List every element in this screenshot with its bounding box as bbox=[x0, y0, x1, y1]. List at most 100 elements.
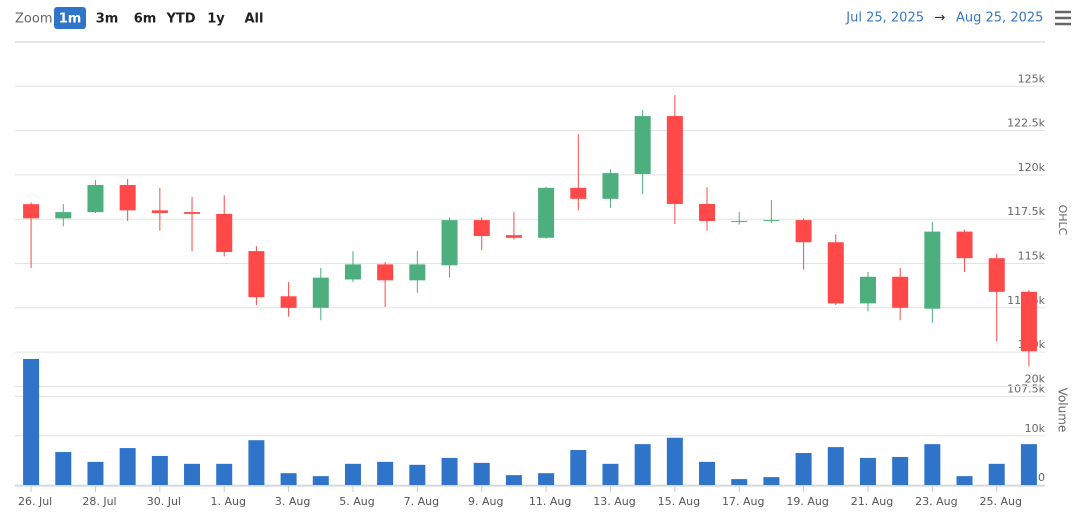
volume-bar bbox=[859, 457, 876, 485]
volume-bar bbox=[55, 452, 72, 485]
volume-bar bbox=[634, 444, 651, 485]
volume-bar bbox=[151, 455, 168, 485]
volume-bar bbox=[988, 463, 1005, 485]
volume-bar bbox=[1020, 444, 1037, 485]
volume-bar bbox=[312, 476, 329, 485]
zoom-button[interactable]: 1m bbox=[59, 12, 82, 27]
candle-body bbox=[988, 258, 1005, 292]
volume-bar bbox=[505, 475, 522, 485]
candle-body bbox=[859, 276, 876, 304]
y-tick-label: 120k bbox=[1018, 161, 1046, 174]
candle-body bbox=[23, 204, 40, 219]
candle-body bbox=[699, 203, 716, 221]
candle-body bbox=[344, 264, 361, 280]
zoom-button[interactable]: 1y bbox=[207, 12, 225, 27]
volume-bar bbox=[216, 463, 233, 485]
candle-body bbox=[956, 231, 973, 259]
volume-bar bbox=[827, 447, 844, 485]
candle-body bbox=[602, 173, 619, 199]
candle-body bbox=[505, 235, 522, 238]
volume-bar bbox=[280, 473, 297, 485]
candle-body bbox=[795, 220, 812, 243]
candle-body bbox=[666, 116, 683, 204]
range-arrow: → bbox=[935, 11, 946, 26]
candle-body bbox=[119, 185, 136, 211]
x-tick-label: 28. Jul bbox=[82, 495, 116, 508]
volume-bar bbox=[763, 477, 780, 485]
zoom-button[interactable]: 6m bbox=[134, 12, 157, 27]
candle-body bbox=[473, 220, 490, 237]
menu-button[interactable] bbox=[1055, 10, 1071, 26]
volume-bar bbox=[441, 457, 458, 485]
zoom-label: Zoom bbox=[15, 12, 52, 27]
volume-bar bbox=[666, 437, 683, 485]
zoom-button[interactable]: All bbox=[245, 12, 264, 27]
candle-body bbox=[184, 212, 201, 214]
x-tick-label: 17. Aug bbox=[722, 495, 764, 508]
x-tick-label: 9. Aug bbox=[468, 495, 503, 508]
volume-bar bbox=[409, 464, 426, 485]
candle-body bbox=[248, 251, 265, 298]
volume-bar bbox=[602, 463, 619, 485]
candle-body bbox=[827, 242, 844, 304]
candle-body bbox=[892, 276, 909, 308]
x-tick-label: 3. Aug bbox=[275, 495, 310, 508]
x-tick-label: 13. Aug bbox=[593, 495, 635, 508]
volume-bar bbox=[248, 440, 265, 485]
candle-body bbox=[377, 264, 394, 281]
x-tick-label: 5. Aug bbox=[339, 495, 374, 508]
volume-bar bbox=[570, 450, 587, 485]
candle-body bbox=[151, 210, 168, 213]
candle-body bbox=[55, 212, 72, 219]
y-tick-label: 115k bbox=[1018, 250, 1046, 263]
volume-bar bbox=[119, 448, 136, 485]
x-tick-label: 19. Aug bbox=[786, 495, 828, 508]
y-tick-label: 10k bbox=[1025, 422, 1046, 435]
y-tick-label: 125k bbox=[1018, 72, 1046, 85]
candle-body bbox=[763, 220, 780, 222]
volume-bar bbox=[538, 473, 555, 485]
x-tick-label: 25. Aug bbox=[979, 495, 1021, 508]
x-tick-label: 1. Aug bbox=[210, 495, 245, 508]
zoom-button[interactable]: YTD bbox=[165, 12, 195, 27]
y-tick-label: 20k bbox=[1025, 373, 1046, 386]
zoom-button-bg[interactable] bbox=[54, 7, 86, 29]
y-axis-title: OHLC bbox=[1056, 205, 1069, 236]
volume-bar bbox=[344, 463, 361, 485]
candle-body bbox=[441, 220, 458, 266]
volume-bar bbox=[924, 444, 941, 485]
y-tick-label: 117.5k bbox=[1007, 205, 1045, 218]
candle-body bbox=[312, 277, 329, 308]
range-from[interactable]: Jul 25, 2025 bbox=[845, 11, 924, 26]
volume-bar bbox=[184, 463, 201, 485]
zoom-button[interactable]: 3m bbox=[96, 12, 119, 27]
candle-body bbox=[731, 220, 748, 222]
y2-axis-title: Volume bbox=[1056, 388, 1070, 433]
volume-bar bbox=[699, 461, 716, 485]
x-tick-label: 30. Jul bbox=[147, 495, 181, 508]
candle-body bbox=[409, 264, 426, 281]
y-tick-label: 107.5k bbox=[1007, 382, 1045, 395]
candle-body bbox=[570, 187, 587, 199]
y-tick-label: 0 bbox=[1038, 471, 1045, 484]
candle-body bbox=[924, 231, 941, 309]
x-tick-label: 11. Aug bbox=[529, 495, 571, 508]
candle-body bbox=[87, 185, 104, 213]
volume-bar bbox=[795, 453, 812, 485]
volume-bar bbox=[87, 461, 104, 485]
y-tick-label: 122.5k bbox=[1007, 117, 1045, 130]
candle-body bbox=[1020, 291, 1037, 352]
volume-bar bbox=[23, 358, 40, 485]
volume-bar bbox=[731, 479, 748, 485]
volume-bar bbox=[377, 461, 394, 485]
candle-body bbox=[216, 213, 233, 252]
x-tick-label: 21. Aug bbox=[851, 495, 893, 508]
x-tick-label: 26. Jul bbox=[18, 495, 52, 508]
range-to[interactable]: Aug 25, 2025 bbox=[956, 11, 1043, 26]
x-tick-label: 23. Aug bbox=[915, 495, 957, 508]
candle-body bbox=[280, 296, 297, 308]
volume-bar bbox=[473, 462, 490, 485]
x-tick-label: 7. Aug bbox=[404, 495, 439, 508]
volume-bar bbox=[956, 476, 973, 485]
